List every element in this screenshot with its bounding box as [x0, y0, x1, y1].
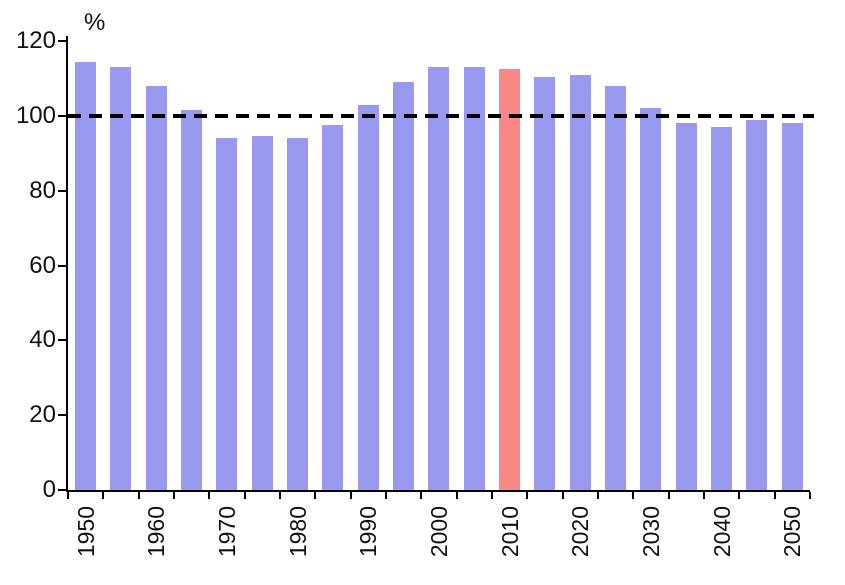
- y-tick-label-120: 120: [15, 27, 56, 54]
- x-tick-label-1950: 1950: [72, 506, 99, 558]
- x-tick-label-1960: 1960: [143, 506, 170, 558]
- x-tick-8: [349, 492, 352, 499]
- x-tick-label-2020: 2020: [567, 506, 594, 558]
- y-tick-40: [58, 339, 66, 342]
- x-tick-17: [667, 492, 670, 499]
- bar-slot-1955: [103, 41, 138, 490]
- bar-1990: [357, 104, 379, 490]
- bar-1985: [322, 125, 344, 490]
- bar-2005: [463, 67, 485, 490]
- bar-1995: [393, 82, 415, 490]
- x-tick-7: [314, 492, 317, 499]
- y-tick-label-0: 0: [42, 476, 56, 503]
- bar-2020: [569, 74, 591, 490]
- bar-slot-1995: [386, 41, 421, 490]
- x-tick-5: [243, 492, 246, 499]
- reference-line-100: [68, 113, 814, 118]
- bar-2050: [781, 123, 803, 490]
- bar-slot-2030: [633, 41, 668, 490]
- y-tick-20: [58, 414, 66, 417]
- x-tick-0: [67, 492, 69, 499]
- bar-slot-2005: [457, 41, 492, 490]
- bar-slot-2045: [739, 41, 774, 490]
- bar-slot-1950: [68, 41, 103, 490]
- x-tick-18: [703, 492, 705, 499]
- x-tick-label-1980: 1980: [284, 506, 311, 558]
- x-axis-labels: 1950 1960 1970 1980 1990 2000 2010 2020 2030 2040…: [68, 500, 810, 580]
- bar-slot-1975: [245, 41, 280, 490]
- bar-2010: [499, 69, 521, 490]
- x-tick-11: [455, 492, 458, 499]
- x-tick-12: [490, 492, 493, 499]
- bar-slot-2010: [492, 41, 527, 490]
- bar-1960: [145, 85, 167, 490]
- bar-2025: [605, 85, 627, 490]
- x-tick-15: [597, 492, 599, 499]
- x-tick-2: [137, 492, 140, 499]
- bar-1955: [110, 67, 132, 490]
- bar-1965: [181, 110, 203, 490]
- x-tick-20: [773, 492, 776, 499]
- bar-slot-1985: [315, 41, 350, 490]
- bars: [68, 41, 810, 490]
- bar-slot-2000: [421, 41, 456, 490]
- x-tick-label-2040: 2040: [708, 506, 735, 558]
- y-axis-unit-label: %: [84, 9, 106, 36]
- y-axis-labels: 0 20 40 60 80 100 120: [0, 27, 56, 503]
- y-tick-label-20: 20: [29, 401, 56, 429]
- x-tick-10: [420, 492, 423, 499]
- y-tick-0: [58, 489, 66, 491]
- x-tick-label-1990: 1990: [355, 506, 382, 558]
- x-tick-4: [208, 492, 211, 499]
- bar-slot-2020: [563, 41, 598, 490]
- x-tick-label-2000: 2000: [426, 506, 452, 558]
- bar-slot-1965: [174, 41, 209, 490]
- plot-area: [58, 36, 814, 499]
- bar-slot-1960: [139, 41, 174, 490]
- bar-2045: [746, 119, 768, 490]
- y-tick-60: [58, 264, 66, 267]
- x-tick-3: [172, 492, 175, 499]
- y-axis-cap: [66, 36, 68, 41]
- bar-slot-1970: [209, 41, 244, 490]
- bar-slot-2035: [669, 41, 704, 490]
- x-tick-21: [809, 492, 811, 499]
- x-tick-9: [385, 492, 387, 499]
- y-tick-label-80: 80: [29, 176, 56, 204]
- bar-2035: [675, 123, 697, 490]
- x-tick-label-1970: 1970: [214, 506, 240, 558]
- bar-1970: [216, 138, 238, 490]
- x-tick-6: [278, 492, 281, 499]
- bar-slot-1990: [351, 41, 386, 490]
- x-tick-label-2030: 2030: [638, 506, 664, 558]
- bar-slot-1980: [280, 41, 315, 490]
- x-tick-1: [102, 492, 105, 499]
- x-tick-14: [561, 492, 564, 499]
- bar-2000: [428, 67, 450, 490]
- bar-slot-2050: [775, 41, 810, 490]
- bar-1975: [251, 136, 273, 490]
- bar-slot-2015: [527, 41, 562, 490]
- x-tick-label-2050: 2050: [779, 506, 806, 558]
- bar-2040: [711, 127, 733, 490]
- x-tick-19: [738, 492, 741, 499]
- x-tick-16: [632, 492, 635, 499]
- bar-1980: [287, 138, 309, 490]
- bar-slot-2040: [704, 41, 739, 490]
- y-tick-label-40: 40: [29, 326, 56, 354]
- y-tick-label-100: 100: [15, 101, 56, 129]
- y-tick-label-60: 60: [29, 251, 56, 279]
- bar-slot-2025: [598, 41, 633, 490]
- y-tick-120: [58, 40, 66, 42]
- x-tick-13: [526, 492, 529, 499]
- y-tick-100: [58, 114, 66, 117]
- x-tick-label-2010: 2010: [496, 506, 523, 558]
- y-tick-80: [58, 189, 66, 192]
- bar-1950: [75, 61, 97, 490]
- bar-2030: [640, 108, 662, 490]
- bar-2015: [534, 76, 556, 490]
